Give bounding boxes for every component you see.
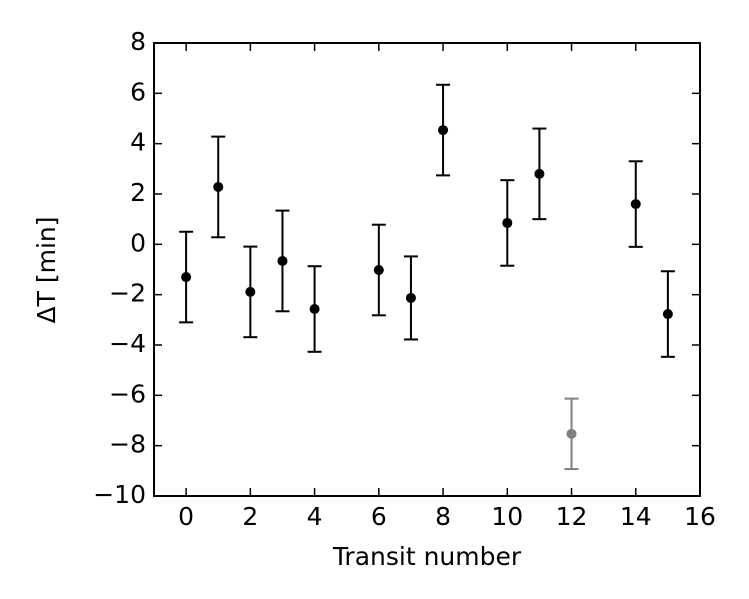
x-axis-label: Transit number: [332, 542, 522, 571]
data-point: [245, 286, 256, 297]
data-point: [277, 255, 288, 266]
data-point: [309, 304, 320, 315]
y-tick-label: 8: [130, 27, 146, 56]
y-tick-label: 2: [130, 178, 146, 207]
data-point: [213, 181, 224, 192]
plot-frame: [153, 42, 701, 497]
data-point: [438, 125, 449, 136]
data-point: [566, 428, 577, 439]
x-tick-label: 2: [242, 502, 258, 531]
x-tick-label: 4: [307, 502, 323, 531]
data-point: [662, 309, 673, 320]
x-tick-label: 12: [556, 502, 588, 531]
y-tick-label: −2: [109, 279, 146, 308]
data-point: [373, 265, 384, 276]
data-point: [405, 292, 416, 303]
data-point: [630, 199, 641, 210]
data-point: [181, 272, 192, 283]
x-tick-label: 6: [371, 502, 387, 531]
x-tick-label: 8: [435, 502, 451, 531]
y-tick-label: −4: [109, 329, 146, 358]
x-tick-label: 0: [178, 502, 194, 531]
y-tick-label: −6: [109, 379, 146, 408]
y-tick-label: −10: [93, 480, 146, 509]
y-tick-label: 0: [130, 228, 146, 257]
data-point: [534, 168, 545, 179]
x-tick-label: 14: [620, 502, 652, 531]
y-tick-label: −8: [109, 430, 146, 459]
y-tick-label: 6: [130, 77, 146, 106]
data-point: [502, 217, 513, 228]
x-tick-label: 10: [491, 502, 523, 531]
y-tick-label: 4: [130, 128, 146, 157]
x-tick-label: 16: [684, 502, 716, 531]
y-axis-label: ΔT [min]: [32, 217, 61, 324]
